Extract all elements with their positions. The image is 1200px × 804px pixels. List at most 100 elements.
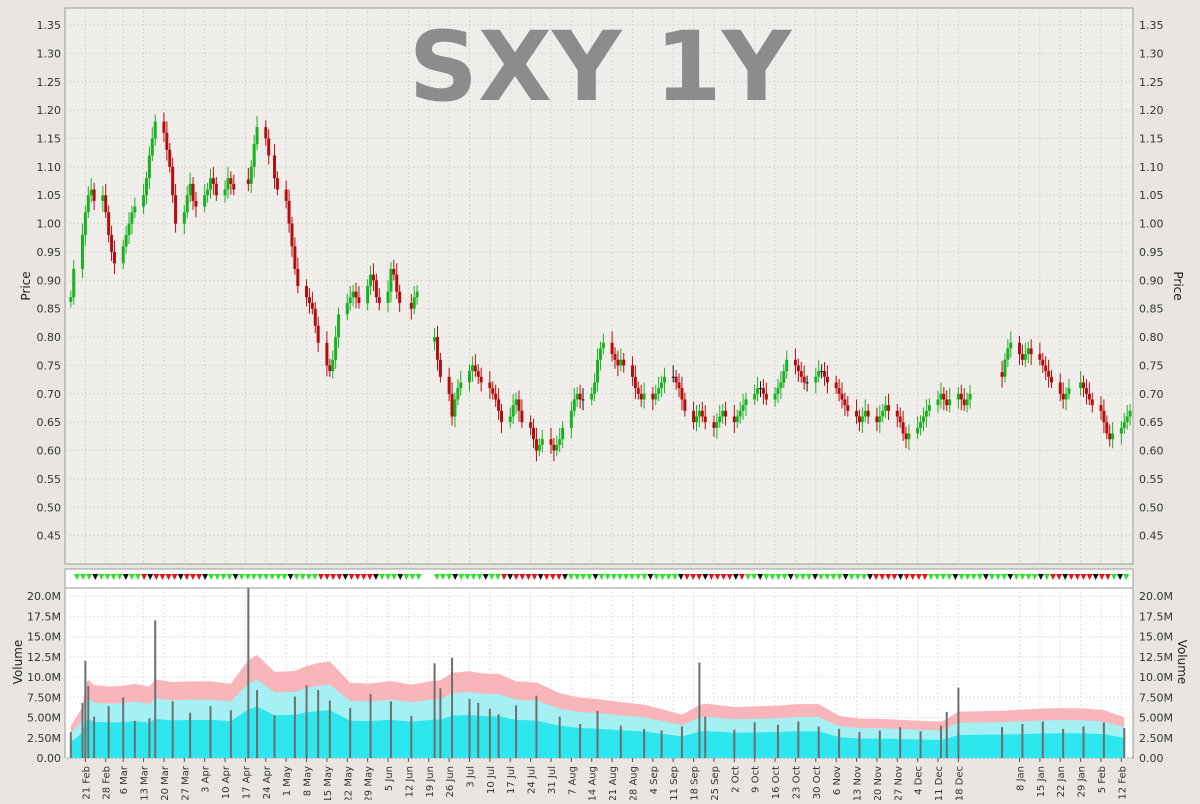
price-bar-body xyxy=(1122,422,1126,428)
volume-bar xyxy=(148,718,151,758)
price-tick-right: 0.95 xyxy=(1139,246,1164,259)
price-tick-right: 1.05 xyxy=(1139,189,1164,202)
price-bar-body xyxy=(1087,393,1091,400)
volume-bar xyxy=(660,730,663,758)
volume-bar xyxy=(1123,728,1126,758)
price-bar-body xyxy=(354,291,358,298)
signal-marker xyxy=(1098,574,1105,580)
price-bar-body xyxy=(802,376,806,383)
signal-marker xyxy=(574,574,581,580)
price-bar-body xyxy=(395,274,399,292)
price-bar-body xyxy=(529,422,533,428)
signal-marker xyxy=(1104,574,1111,580)
price-tick-right: 0.60 xyxy=(1139,445,1164,458)
signal-marker xyxy=(586,574,593,580)
signal-marker xyxy=(202,574,209,580)
signal-marker xyxy=(891,574,898,580)
signal-marker xyxy=(366,574,373,580)
price-bar-body xyxy=(357,297,361,304)
price-bar-body xyxy=(613,354,617,360)
price-bar-body xyxy=(104,195,108,213)
volume-bar xyxy=(817,726,820,758)
price-bar-body xyxy=(211,178,215,184)
price-bar-body xyxy=(578,393,582,400)
price-bar-body xyxy=(907,433,911,440)
price-bar-body xyxy=(820,371,824,373)
signal-marker xyxy=(879,574,886,580)
x-tick-label: 18 Dec xyxy=(954,766,965,800)
price-bar-body xyxy=(1041,359,1045,366)
volume-bar xyxy=(369,694,372,758)
signal-marker xyxy=(214,574,221,580)
x-tick-label: 11 Sep xyxy=(669,766,680,800)
volume-bar xyxy=(497,714,500,758)
volume-axis-label-right: Volume xyxy=(1175,640,1189,685)
signal-marker xyxy=(232,574,239,580)
price-bar-body xyxy=(540,439,544,445)
volume-bar xyxy=(838,728,841,758)
signal-marker xyxy=(860,574,867,580)
x-tick-label: 29 May xyxy=(364,766,375,800)
price-bar-body xyxy=(86,195,90,213)
signal-marker xyxy=(958,574,965,580)
price-tick-right: 1.10 xyxy=(1139,161,1164,174)
price-tick-right: 0.70 xyxy=(1139,388,1164,401)
signal-marker xyxy=(629,574,636,580)
price-bar-body xyxy=(459,382,463,389)
volume-bar xyxy=(305,685,308,758)
signal-marker xyxy=(141,574,148,580)
price-bar-body xyxy=(735,416,739,423)
signal-marker xyxy=(177,574,184,580)
price-bar-body xyxy=(959,393,963,400)
volume-bar xyxy=(256,690,259,758)
price-bar-body xyxy=(945,399,949,406)
price-bar-body xyxy=(1044,365,1048,372)
volume-bar xyxy=(515,705,518,758)
signal-marker xyxy=(92,574,99,580)
price-bar-body xyxy=(264,127,268,139)
x-tick-label: 13 Nov xyxy=(853,766,864,800)
x-tick-label: 22 Jan xyxy=(1056,766,1067,797)
signal-marker xyxy=(147,574,154,580)
signal-marker xyxy=(476,574,483,580)
signal-marker xyxy=(208,574,215,580)
price-bar-body xyxy=(598,348,602,360)
price-bar-body xyxy=(793,359,797,366)
signal-marker xyxy=(189,574,196,580)
price-bar-body xyxy=(1111,433,1115,440)
price-bar-body xyxy=(948,399,952,406)
signal-marker xyxy=(1007,574,1014,580)
chart-title: SXY 1Y xyxy=(409,11,793,123)
price-bar-body xyxy=(962,399,966,406)
price-bar-body xyxy=(712,422,716,428)
signal-marker xyxy=(305,574,312,580)
price-bar-body xyxy=(642,393,646,400)
signal-marker xyxy=(494,574,501,580)
signal-marker xyxy=(531,574,538,580)
price-bar-body xyxy=(147,155,151,179)
price-bar-body xyxy=(310,303,314,309)
x-tick-label: 2 Oct xyxy=(730,766,741,793)
price-bar-body xyxy=(1029,348,1033,355)
signal-marker xyxy=(446,574,453,580)
x-tick-label: 24 Apr xyxy=(262,765,273,799)
signal-marker xyxy=(348,574,355,580)
price-bar-body xyxy=(610,342,614,355)
signal-marker xyxy=(812,574,819,580)
volume-bar xyxy=(797,721,800,758)
signal-marker xyxy=(989,574,995,580)
price-tick-left: 0.95 xyxy=(37,246,62,259)
price-bar-body xyxy=(549,439,553,445)
price-bar-body xyxy=(1084,388,1088,394)
price-bar-body xyxy=(450,393,454,417)
signal-marker xyxy=(610,574,617,580)
price-bar-body xyxy=(887,405,891,411)
signal-marker xyxy=(964,574,971,580)
signal-marker xyxy=(311,574,318,580)
price-bar-body xyxy=(683,399,687,411)
volume-tick-left: 17.5M xyxy=(27,610,61,623)
price-bar-body xyxy=(305,286,309,298)
signal-marker xyxy=(281,574,288,580)
price-bar-body xyxy=(226,178,230,190)
price-bar-body xyxy=(878,416,882,423)
